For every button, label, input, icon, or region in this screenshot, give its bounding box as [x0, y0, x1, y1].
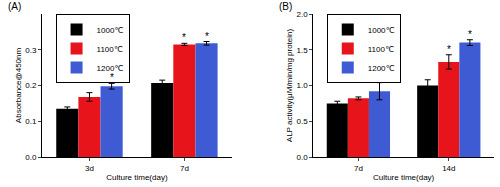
svg-text:0.0: 0.0	[296, 153, 308, 162]
svg-text:1100℃: 1100℃	[368, 45, 394, 54]
svg-text:1.5: 1.5	[296, 46, 308, 55]
svg-text:0.5: 0.5	[296, 117, 308, 126]
svg-text:*: *	[447, 44, 451, 55]
svg-text:Culture time(day): Culture time(day)	[373, 173, 435, 182]
svg-text:1100℃: 1100℃	[97, 45, 123, 54]
svg-text:7d: 7d	[354, 164, 363, 173]
svg-text:14d: 14d	[442, 164, 455, 173]
svg-text:ALP activity(μM/min/mg protein: ALP activity(μM/min/mg protein)	[285, 28, 294, 142]
svg-text:3d: 3d	[85, 164, 94, 173]
svg-text:(A): (A)	[8, 1, 21, 12]
svg-text:*: *	[468, 29, 472, 40]
svg-text:(B): (B)	[279, 1, 292, 12]
svg-text:1000℃: 1000℃	[97, 26, 124, 35]
svg-text:*: *	[182, 32, 186, 43]
svg-text:Absorbance@450nm: Absorbance@450nm	[14, 48, 23, 124]
svg-text:Culture time(day): Culture time(day)	[106, 173, 168, 182]
svg-text:*: *	[110, 72, 114, 83]
svg-text:2.0: 2.0	[296, 10, 308, 19]
svg-text:0.0: 0.0	[25, 153, 37, 162]
svg-text:0.2: 0.2	[25, 81, 37, 90]
svg-text:7d: 7d	[180, 164, 189, 173]
svg-text:1.0: 1.0	[296, 81, 308, 90]
svg-text:1000℃: 1000℃	[368, 26, 395, 35]
svg-text:1200℃: 1200℃	[97, 64, 124, 73]
svg-text:1200℃: 1200℃	[368, 64, 395, 73]
svg-text:*: *	[205, 31, 209, 42]
svg-text:0.1: 0.1	[25, 117, 37, 126]
svg-text:0.3: 0.3	[25, 46, 37, 55]
